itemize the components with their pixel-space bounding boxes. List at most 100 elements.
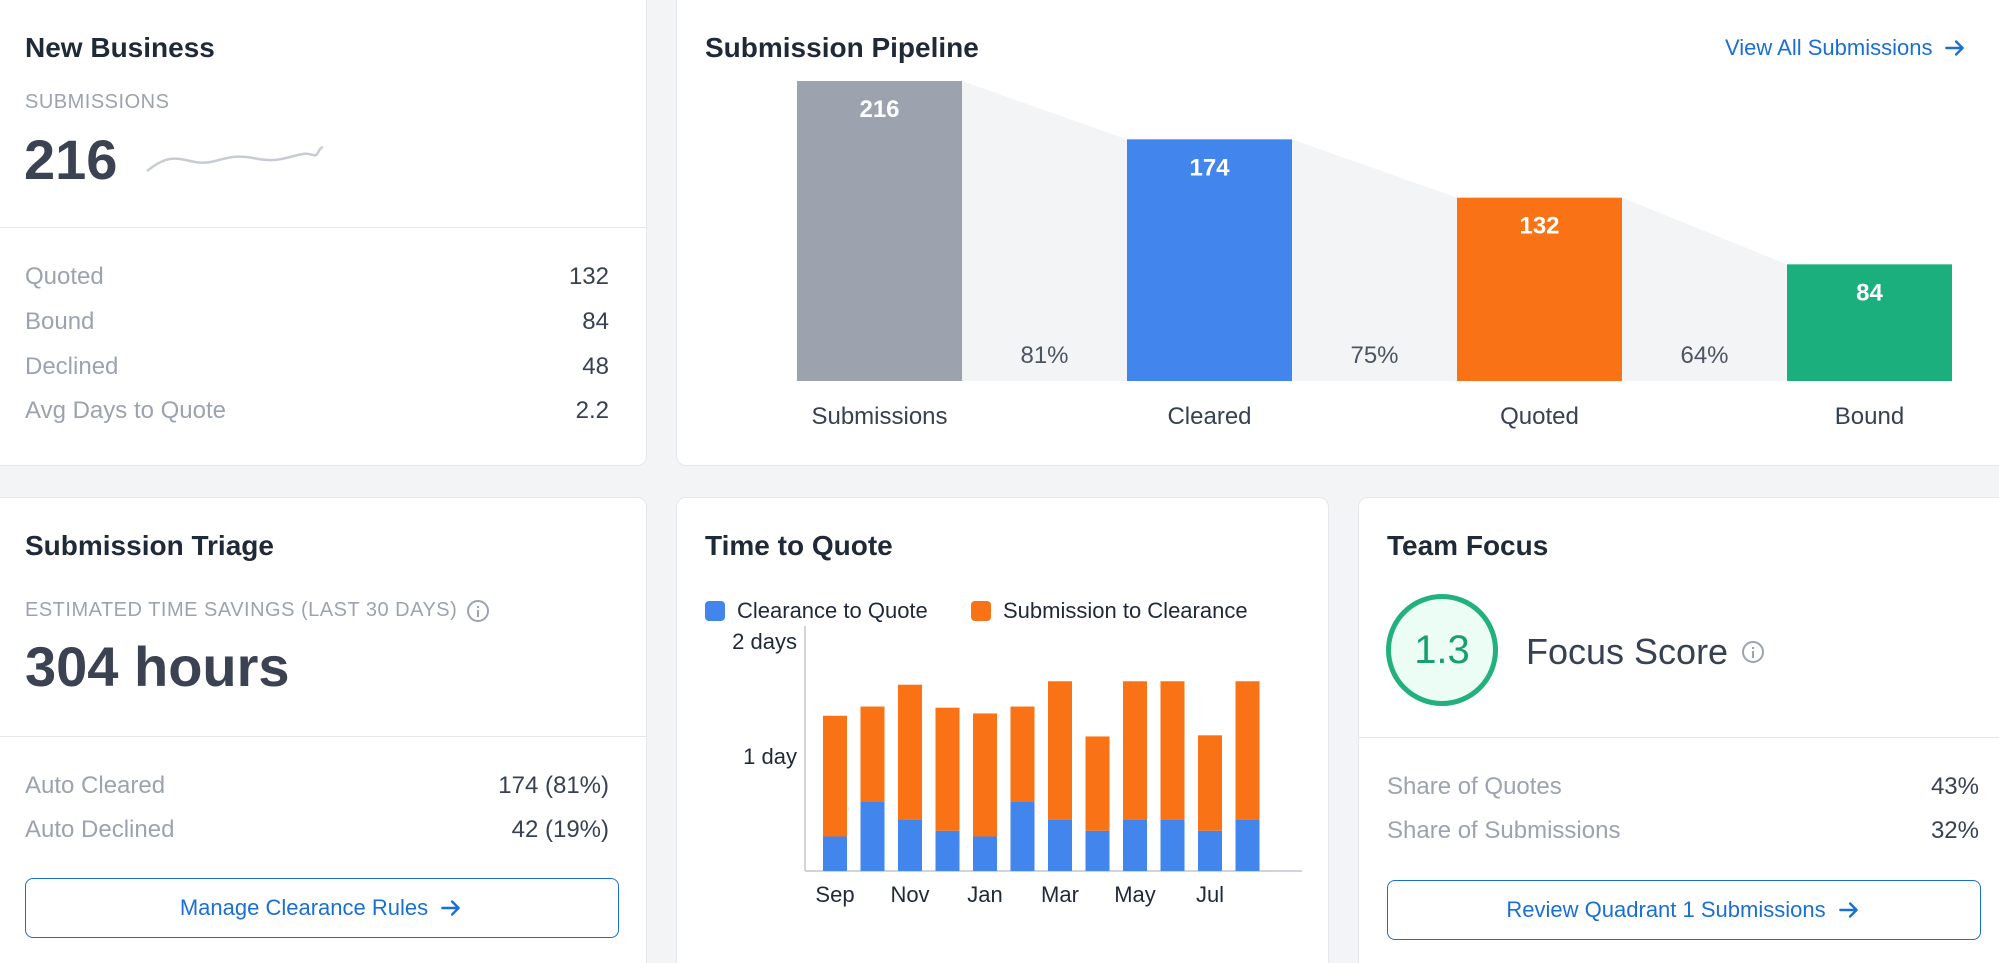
arrow-right-icon xyxy=(1838,902,1858,918)
stat-label: Avg Days to Quote xyxy=(25,397,226,424)
stat-label: Auto Cleared xyxy=(25,772,166,799)
x-tick-label: Sep xyxy=(815,882,854,907)
bar-clearance-to-quote xyxy=(1010,802,1035,871)
stat-row: Auto Cleared 174 (81%) xyxy=(25,769,609,803)
bar-clearance-to-quote xyxy=(935,830,960,871)
team-focus-divider xyxy=(1359,737,1999,738)
bar-clearance-to-quote xyxy=(823,836,847,871)
stat-label: Auto Declined xyxy=(25,816,175,843)
team-focus-title: Team Focus xyxy=(1387,530,1549,561)
team-focus-card: Team Focus 1.3 Focus Score Share of Quot… xyxy=(1358,497,1999,963)
focus-score-label: Focus Score xyxy=(1526,631,1729,672)
funnel-bar xyxy=(1127,139,1292,381)
stat-value: 48 xyxy=(582,353,609,380)
stat-value: 84 xyxy=(582,308,609,335)
stat-label: Quoted xyxy=(25,263,104,290)
info-icon[interactable] xyxy=(1742,641,1765,663)
stat-row: Quoted 132 xyxy=(25,260,609,294)
triage-card: Submission Triage ESTIMATED TIME SAVINGS… xyxy=(0,497,647,963)
legend-item: Clearance to Quote xyxy=(705,598,928,624)
info-icon[interactable] xyxy=(467,599,490,622)
bar-submission-to-clearance xyxy=(823,715,847,837)
bar-clearance-to-quote xyxy=(973,836,997,871)
bar-clearance-to-quote xyxy=(860,802,885,871)
stat-row: Share of Quotes 43% xyxy=(1387,770,1979,804)
bar-clearance-to-quote xyxy=(898,819,922,871)
stat-value: 2.2 xyxy=(575,397,609,424)
funnel-bar xyxy=(797,81,962,381)
new-business-card: New Business SUBMISSIONS 216 Quoted 132 … xyxy=(0,0,647,466)
manage-clearance-rules-button[interactable]: Manage Clearance Rules xyxy=(25,878,619,938)
stat-row: Bound 84 xyxy=(25,305,609,339)
new-business-title: New Business xyxy=(25,32,215,63)
stat-value: 42 (19%) xyxy=(511,816,609,843)
time-to-quote-title: Time to Quote xyxy=(705,530,893,561)
legend-swatch xyxy=(705,601,725,621)
focus-score-heading: Focus Score xyxy=(1526,631,1765,673)
funnel-value-label: 174 xyxy=(1189,154,1230,181)
review-quadrant-button[interactable]: Review Quadrant 1 Submissions xyxy=(1387,880,1981,940)
funnel-value-label: 84 xyxy=(1856,279,1883,306)
stat-row: Avg Days to Quote 2.2 xyxy=(25,394,609,428)
x-tick-label: May xyxy=(1114,882,1156,907)
stat-value: 132 xyxy=(568,263,609,290)
funnel-connector xyxy=(1292,139,1457,381)
bar-submission-to-clearance xyxy=(973,713,997,837)
view-all-submissions-link[interactable]: View All Submissions xyxy=(1725,35,1968,61)
funnel-value-label: 216 xyxy=(859,96,899,123)
stat-row: Declined 48 xyxy=(25,350,609,384)
submissions-value: 216 xyxy=(24,128,118,191)
pipeline-card: Submission Pipeline View All Submissions… xyxy=(676,0,1999,466)
time-to-quote-card: Time to Quote Clearance to Quote Submiss… xyxy=(676,497,1329,963)
bar-submission-to-clearance xyxy=(1198,735,1222,831)
stat-label: Share of Quotes xyxy=(1387,773,1562,800)
legend-label: Submission to Clearance xyxy=(1003,598,1248,623)
stat-value: 32% xyxy=(1930,817,1979,844)
stat-row: Share of Submissions 32% xyxy=(1387,814,1979,848)
time-to-quote-chart: 1 day 2 days Sep Nov Jan Mar May Jul xyxy=(732,626,1302,907)
funnel-stage-label: Submissions xyxy=(811,403,947,430)
funnel-stage-label: Bound xyxy=(1835,403,1904,430)
stat-label: Bound xyxy=(25,308,95,335)
funnel-value-label: 132 xyxy=(1519,213,1559,240)
arrow-right-icon xyxy=(441,900,460,916)
bar-clearance-to-quote xyxy=(1160,819,1185,871)
stat-label: Declined xyxy=(25,353,119,380)
bar-clearance-to-quote xyxy=(1123,819,1147,871)
savings-value: 304 hours xyxy=(25,635,290,698)
savings-label: ESTIMATED TIME SAVINGS (LAST 30 DAYS) xyxy=(25,599,490,622)
savings-label-text: ESTIMATED TIME SAVINGS (LAST 30 DAYS) xyxy=(25,599,458,621)
y-tick-label: 1 day xyxy=(743,744,797,769)
view-all-label: View All Submissions xyxy=(1725,35,1933,60)
submissions-label: SUBMISSIONS xyxy=(25,91,170,113)
focus-score-badge: 1.3 xyxy=(1386,594,1498,706)
funnel-bar xyxy=(1457,197,1622,381)
bar-submission-to-clearance xyxy=(1235,681,1260,820)
funnel-bar xyxy=(1787,264,1952,381)
review-quadrant-label: Review Quadrant 1 Submissions xyxy=(1506,897,1826,922)
funnel-stage-label: Cleared xyxy=(1167,403,1251,430)
bar-clearance-to-quote xyxy=(1085,830,1110,871)
x-tick-label: Nov xyxy=(890,882,929,907)
pipeline-funnel-chart: 81% 75% 64% 216 Submissions 174 Cleared 132 Quot… xyxy=(797,81,1952,430)
bar-submission-to-clearance xyxy=(1010,706,1035,802)
x-tick-label: Mar xyxy=(1041,882,1079,907)
stat-value: 43% xyxy=(1930,773,1979,800)
stat-value: 174 (81%) xyxy=(498,772,609,799)
bar-clearance-to-quote xyxy=(1048,819,1072,871)
bar-submission-to-clearance xyxy=(1085,736,1110,831)
bar-submission-to-clearance xyxy=(898,684,922,820)
y-tick-label: 2 days xyxy=(732,629,797,654)
stat-row: Auto Declined 42 (19%) xyxy=(25,813,609,847)
manage-clearance-rules-label: Manage Clearance Rules xyxy=(179,895,429,920)
x-tick-label: Jul xyxy=(1196,882,1224,907)
legend-item: Submission to Clearance xyxy=(971,598,1248,624)
bar-submission-to-clearance xyxy=(935,707,960,831)
funnel-connector xyxy=(962,81,1127,381)
new-business-divider xyxy=(0,227,646,228)
bar-submission-to-clearance xyxy=(1048,681,1072,820)
stat-label: Share of Submissions xyxy=(1387,817,1621,844)
focus-score-value: 1.3 xyxy=(1414,627,1470,672)
bar-submission-to-clearance xyxy=(1123,681,1147,820)
arrow-right-icon xyxy=(1945,40,1965,56)
